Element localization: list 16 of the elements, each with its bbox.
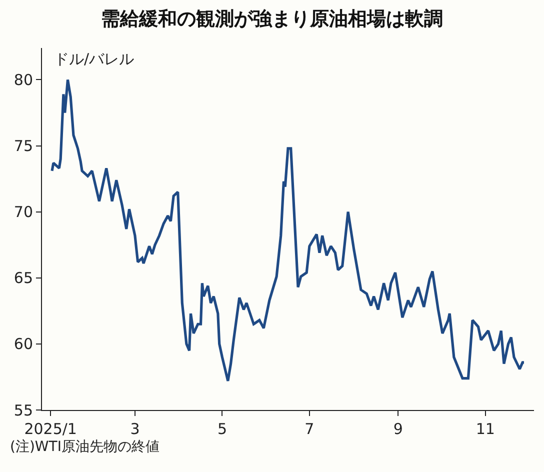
line-series (50, 78, 526, 382)
x-tick-label: 7 (304, 420, 314, 438)
x-tick-label: 11 (476, 420, 495, 438)
x-tick-label: 2025/1 (24, 420, 77, 438)
x-tick-label: 3 (130, 420, 140, 438)
y-tick-label: 65 (14, 269, 33, 288)
y-tick-label: 60 (14, 335, 33, 354)
y-axis-title: ドル/バレル (54, 50, 134, 68)
x-tick-label: 9 (393, 420, 403, 438)
y-tick-label: 55 (14, 401, 33, 420)
x-tick-label: 5 (217, 420, 227, 438)
y-tick-label: 75 (14, 137, 33, 156)
text: (注)WTI原油先物の終値 (10, 439, 160, 455)
y-tick-label: 80 (14, 70, 33, 89)
y-tick-label: 70 (14, 203, 33, 222)
chart-title: 需給緩和の観測が強まり原油相場は軟調 (101, 8, 443, 30)
